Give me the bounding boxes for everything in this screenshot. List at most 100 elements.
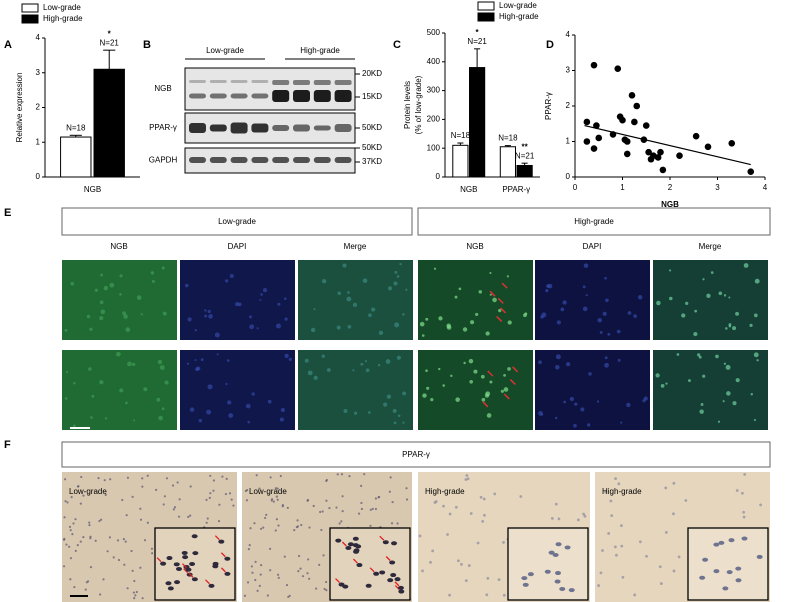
cell xyxy=(419,321,425,327)
inset-nucleus xyxy=(160,561,167,566)
nucleus xyxy=(98,519,101,523)
inset-nucleus xyxy=(345,545,352,550)
cell xyxy=(607,332,611,336)
cell xyxy=(347,291,350,294)
nucleus xyxy=(62,538,66,541)
nucleus xyxy=(135,590,138,594)
blot-band xyxy=(313,80,331,85)
cell xyxy=(94,288,98,292)
nucleus xyxy=(299,567,302,570)
nucleus xyxy=(130,549,133,553)
x-tick-label: NGB xyxy=(84,185,101,194)
nucleus xyxy=(72,522,75,525)
cell xyxy=(421,334,425,337)
legend-swatch xyxy=(477,1,495,11)
nucleus xyxy=(617,482,621,486)
cell xyxy=(643,396,648,401)
nucleus xyxy=(262,526,265,529)
nucleus xyxy=(165,477,169,480)
point xyxy=(595,134,603,142)
cell xyxy=(164,380,169,385)
cell xyxy=(402,421,405,424)
y-axis-label: Protein levels xyxy=(403,81,412,129)
nucleus xyxy=(209,474,212,477)
point xyxy=(633,102,641,110)
micrograph xyxy=(653,350,768,430)
nucleus xyxy=(141,597,144,600)
nucleus xyxy=(88,521,91,524)
panel-label: A xyxy=(4,39,12,51)
nucleus xyxy=(479,495,483,499)
cell xyxy=(396,355,401,360)
cell xyxy=(425,369,428,372)
inset-nucleus xyxy=(182,555,189,560)
cell xyxy=(99,316,104,321)
nucleus xyxy=(325,580,328,584)
nucleus xyxy=(597,584,600,587)
cell xyxy=(626,402,631,408)
column-label: NGB xyxy=(110,242,127,251)
cell xyxy=(136,295,142,301)
cell xyxy=(307,370,313,376)
y-tick-label: 2 xyxy=(36,103,41,112)
nucleus xyxy=(672,512,675,516)
nucleus xyxy=(146,521,149,524)
legend-label: Low-grade xyxy=(499,1,537,10)
nucleus xyxy=(208,496,211,500)
nucleus xyxy=(102,578,105,581)
nucleus xyxy=(247,548,250,551)
nucleus xyxy=(457,559,460,563)
nucleus xyxy=(502,540,505,544)
legend-label: Low-grade xyxy=(43,3,81,12)
nucleus xyxy=(583,514,587,518)
nucleus xyxy=(260,564,263,567)
nucleus xyxy=(465,474,469,477)
nucleus xyxy=(243,594,247,597)
cell xyxy=(383,402,388,407)
inset-nucleus xyxy=(353,549,360,554)
nucleus xyxy=(497,578,501,582)
column-label: DAPI xyxy=(228,242,247,251)
cell xyxy=(206,409,212,415)
cell xyxy=(283,297,287,300)
nucleus xyxy=(621,575,625,579)
nucleus xyxy=(99,518,103,521)
blot-band xyxy=(251,123,269,133)
nucleus xyxy=(493,492,497,496)
nucleus xyxy=(172,508,175,511)
inset-nucleus xyxy=(554,571,561,576)
cell xyxy=(352,302,358,307)
inset-nucleus xyxy=(224,556,231,561)
panel-label: B xyxy=(143,39,151,51)
cell xyxy=(524,312,528,316)
cell xyxy=(637,295,643,300)
nucleus xyxy=(340,520,343,523)
nucleus xyxy=(277,524,280,527)
header-box xyxy=(61,441,771,468)
image-label: Low-grade xyxy=(249,487,287,496)
nucleus xyxy=(230,498,233,501)
inset-nucleus xyxy=(398,589,405,594)
cell xyxy=(750,393,754,396)
nucleus xyxy=(672,569,676,573)
blot-band xyxy=(293,124,310,132)
nucleus xyxy=(143,539,147,542)
nucleus xyxy=(338,522,341,525)
nucleus xyxy=(306,498,310,502)
nucleus xyxy=(405,498,409,501)
cell xyxy=(569,396,574,402)
cell xyxy=(326,368,331,372)
nucleus xyxy=(645,554,648,558)
nucleus xyxy=(306,572,309,575)
cell xyxy=(702,278,705,281)
x-tick-label: 3 xyxy=(715,183,720,192)
marker-label: 15KD xyxy=(362,92,382,101)
cell xyxy=(699,409,704,414)
inset-nucleus xyxy=(699,575,706,580)
bar xyxy=(93,68,125,178)
cell xyxy=(208,314,213,319)
cell xyxy=(337,291,341,296)
nucleus xyxy=(133,579,136,583)
nucleus xyxy=(69,557,73,560)
cell xyxy=(560,307,565,312)
